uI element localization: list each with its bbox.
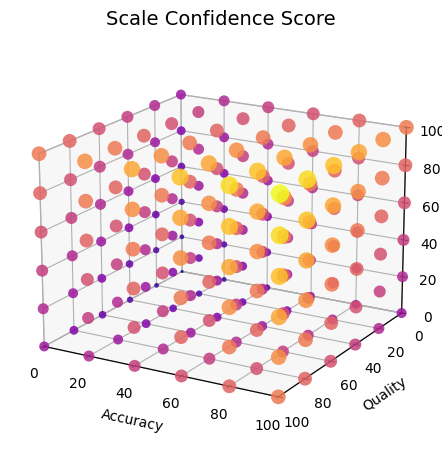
X-axis label: Accuracy: Accuracy (100, 407, 165, 434)
Title: Scale Confidence Score: Scale Confidence Score (106, 10, 336, 28)
Y-axis label: Quality: Quality (360, 375, 409, 414)
